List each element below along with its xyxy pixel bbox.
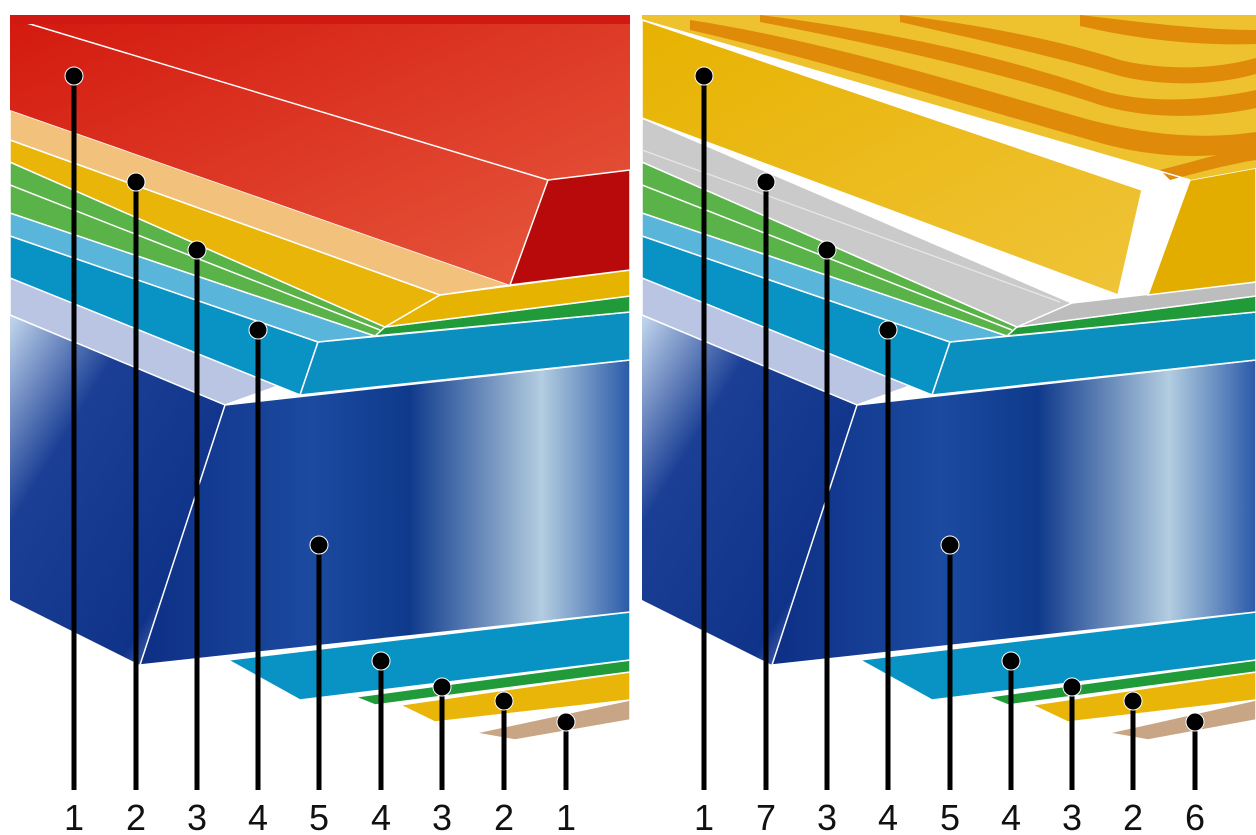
leader-dot [940, 535, 960, 555]
wood-grain-stripe [760, 15, 1256, 116]
layer-number-label: 1 [694, 797, 714, 835]
layer-number-label: 1 [556, 797, 576, 835]
leader-dot [817, 240, 837, 260]
layer-number-label: 3 [817, 797, 837, 835]
leader-dot [556, 712, 576, 732]
leader-dot [494, 691, 514, 711]
panel-left [10, 15, 630, 835]
bottom-yellow-layer [1029, 671, 1256, 723]
leader-dot [694, 66, 714, 86]
layer-number-label: 2 [1123, 797, 1143, 835]
leader-dot [309, 535, 329, 555]
wood-grain-stripe [1080, 15, 1256, 45]
leader-dot [1185, 712, 1205, 732]
layer-number-label: 4 [878, 797, 898, 835]
layer-number-label: 2 [494, 797, 514, 835]
layer-number-label: 4 [371, 797, 391, 835]
leader-dot [756, 172, 776, 192]
wood-grain-stripe [690, 20, 1256, 156]
layer-number-label: 5 [309, 797, 329, 835]
layer-number-label: 6 [1185, 797, 1205, 835]
bottom-green-layer [985, 659, 1256, 706]
core-side [642, 315, 857, 665]
layer-number-label: 4 [248, 797, 268, 835]
wood-grain-stripe [900, 15, 1256, 84]
wood-top-face [642, 19, 1143, 297]
wood-grain-stripe [1160, 148, 1256, 180]
layer-number-label: 4 [1001, 797, 1021, 835]
layer-number-label: 7 [756, 797, 776, 835]
leader-dot [1062, 677, 1082, 697]
leader-dot [248, 320, 268, 340]
bottom-yellow-layer [397, 671, 630, 723]
bottom-green-layer [352, 659, 630, 706]
layer-number-label: 1 [64, 797, 84, 835]
panel-right [642, 15, 1256, 835]
leader-dot [878, 320, 898, 340]
layer-number-label: 3 [187, 797, 207, 835]
leader-lines [64, 66, 1205, 790]
layer-number-label: 2 [126, 797, 146, 835]
red-top-layer [10, 15, 630, 285]
layer-number-label: 3 [1062, 797, 1082, 835]
core-side [10, 315, 225, 665]
leader-dot [64, 66, 84, 86]
leader-dot [432, 677, 452, 697]
red-top-front [508, 169, 630, 286]
leader-dot [187, 240, 207, 260]
layer-number-label: 5 [940, 797, 960, 835]
bottom-teal-layer [225, 611, 630, 701]
leader-dot [371, 651, 391, 671]
leader-dot [1123, 691, 1143, 711]
leader-dot [1001, 651, 1021, 671]
bottom-teal-layer [857, 611, 1256, 701]
layer-number-label: 3 [432, 797, 452, 835]
leader-dot [126, 172, 146, 192]
